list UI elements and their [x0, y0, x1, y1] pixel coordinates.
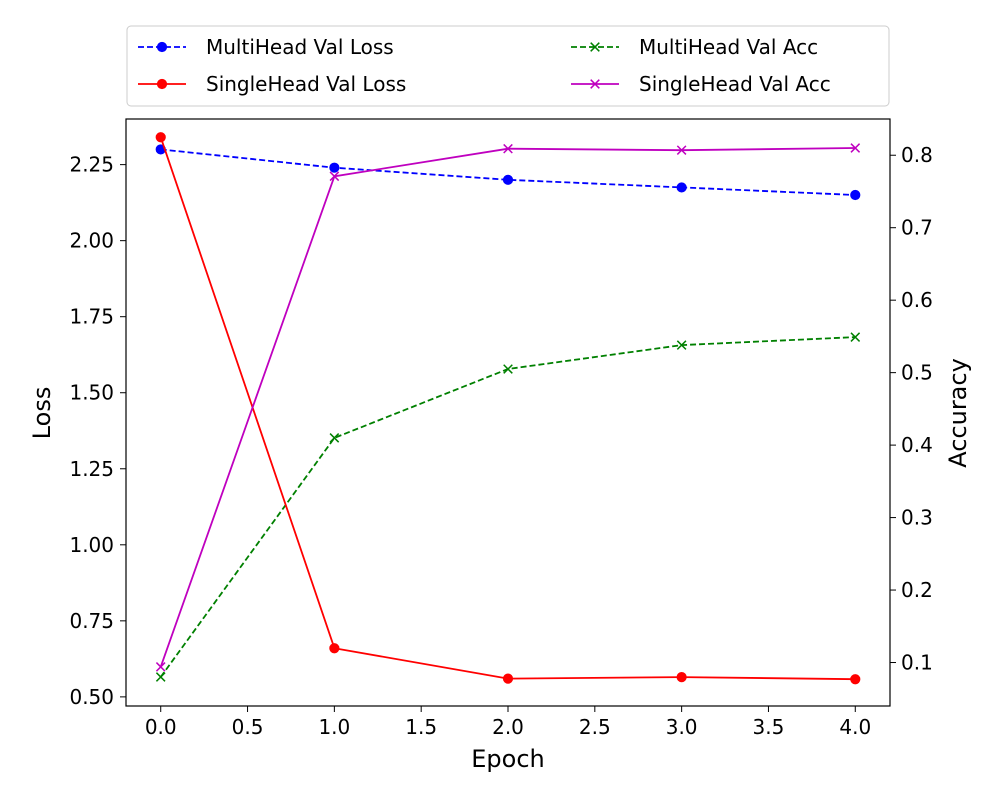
y-right-tick-label: 0.7 — [901, 216, 933, 240]
series-layer — [155, 132, 861, 685]
x-tick-label: 2.5 — [579, 715, 611, 739]
y-axis-right-label: Accuracy — [944, 358, 972, 468]
data-point-singlehead-val-acc — [676, 145, 687, 155]
y-left-tick-label: 0.50 — [69, 685, 114, 709]
y-left-tick-label: 1.75 — [69, 305, 114, 329]
x-tick-label: 3.0 — [666, 715, 698, 739]
y-left-tick-label: 1.00 — [69, 533, 114, 557]
data-point-singlehead-val-loss — [676, 672, 687, 683]
series-singlehead-val-loss — [155, 132, 861, 685]
series-multihead-val-loss — [155, 144, 861, 201]
legend-marker-multihead-val-loss — [156, 41, 168, 53]
data-point-multihead-val-acc — [503, 364, 513, 374]
y-right-tick-label: 0.5 — [901, 361, 933, 385]
data-point-multihead-val-loss — [502, 174, 514, 185]
data-point-singlehead-val-loss — [329, 643, 340, 654]
legend-label-multihead-val-acc: MultiHead Val Acc — [639, 35, 818, 59]
axes: 0.0 0.5 1.0 1.5 2.0 2.5 3.0 3.5 4.0 0.50 0.75 1.00 1… — [69, 118, 933, 739]
x-tick-label: 3.5 — [753, 715, 785, 739]
x-tick-label: 0.5 — [232, 715, 264, 739]
series-line-multihead-val-loss — [160, 148, 856, 196]
y-right-tick-label: 0.2 — [901, 578, 933, 602]
series-line-singlehead-val-loss — [159, 136, 856, 681]
data-point-singlehead-val-acc — [850, 143, 861, 153]
data-point-multihead-val-acc — [850, 332, 861, 342]
y-right-tick-label: 0.8 — [901, 143, 933, 167]
y-left-tick-label: 1.50 — [69, 381, 114, 405]
legend-marker-singlehead-val-acc — [590, 79, 600, 89]
legend-label-multihead-val-loss: MultiHead Val Loss — [206, 35, 394, 59]
data-point-singlehead-val-acc — [155, 662, 166, 672]
y-left-tick-label: 2.00 — [69, 229, 114, 253]
series-line-singlehead-val-acc — [159, 147, 856, 668]
data-point-multihead-val-acc — [155, 672, 166, 682]
data-point-multihead-val-acc — [676, 340, 687, 350]
legend-marker-singlehead-val-loss — [156, 78, 168, 90]
legend-item-multihead-val-acc: MultiHead Val Acc — [571, 35, 818, 59]
data-point-multihead-val-loss — [329, 162, 340, 173]
data-point-multihead-val-loss — [676, 182, 687, 193]
data-point-multihead-val-acc — [329, 433, 340, 443]
data-point-singlehead-val-acc — [329, 171, 340, 182]
x-tick-label: 0.0 — [145, 715, 177, 739]
legend-marker-multihead-val-acc — [590, 42, 600, 52]
y-right-tick-label: 0.3 — [901, 506, 933, 530]
data-point-singlehead-val-loss — [502, 673, 514, 684]
x-axis-label: Epoch — [471, 745, 545, 773]
y-axis-left-label: Loss — [28, 387, 56, 440]
data-point-singlehead-val-acc — [503, 143, 513, 154]
series-line-multihead-val-acc — [159, 336, 856, 678]
legend-label-singlehead-val-acc: SingleHead Val Acc — [639, 72, 831, 96]
legend-item-singlehead-val-loss: SingleHead Val Loss — [138, 72, 406, 96]
data-point-singlehead-val-loss — [850, 674, 861, 685]
y-left-tick-label: 2.25 — [69, 153, 114, 177]
x-tick-label: 4.0 — [839, 715, 871, 739]
data-point-singlehead-val-loss — [155, 132, 166, 143]
y-right-tick-label: 0.6 — [901, 288, 933, 312]
x-tick-label: 2.0 — [492, 715, 524, 739]
x-tick-label: 1.0 — [318, 715, 350, 739]
y-left-tick-label: 1.25 — [69, 457, 114, 481]
y-left-tick-label: 0.75 — [69, 609, 114, 633]
series-multihead-val-acc — [155, 332, 861, 682]
data-point-multihead-val-loss — [850, 189, 861, 201]
legend: MultiHead Val Loss MultiHead Val Acc Singl… — [126, 25, 890, 107]
x-tick-label: 1.5 — [405, 715, 437, 739]
legend-label-singlehead-val-loss: SingleHead Val Loss — [206, 72, 406, 96]
legend-item-singlehead-val-acc: SingleHead Val Acc — [571, 72, 831, 96]
legend-item-multihead-val-loss: MultiHead Val Loss — [138, 35, 394, 59]
plot-frame — [125, 118, 891, 707]
legend-box — [126, 25, 890, 107]
y-right-tick-label: 0.1 — [901, 651, 933, 675]
y-right-tick-label: 0.4 — [901, 433, 933, 457]
series-singlehead-val-acc — [155, 143, 861, 672]
